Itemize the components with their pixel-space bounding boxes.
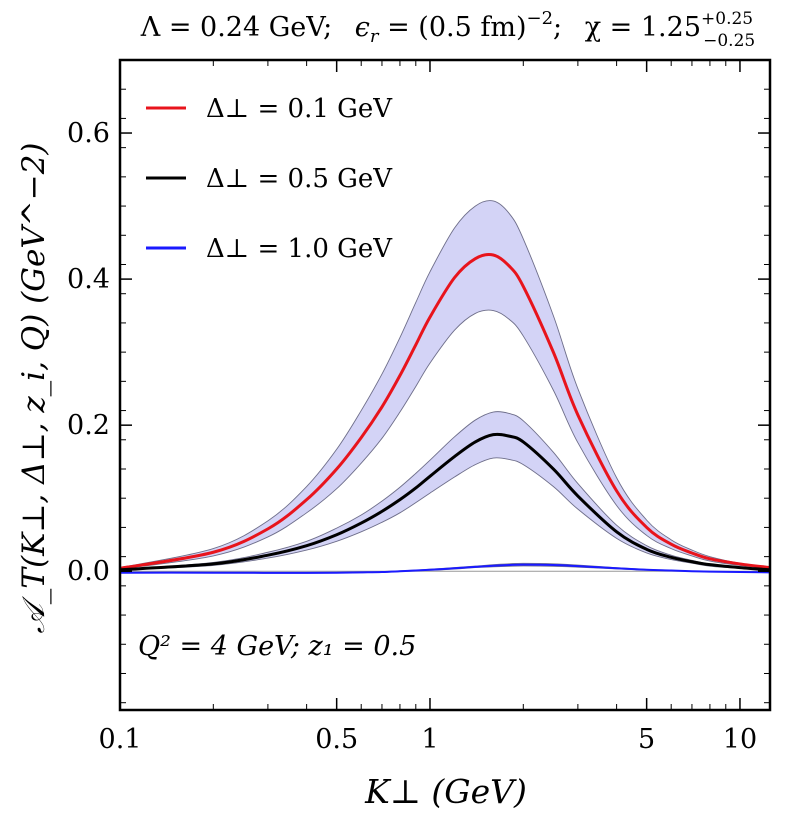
y-tick-label: 0.2: [67, 410, 110, 441]
title-epsilon-rhs: = (0.5 fm): [379, 12, 527, 43]
series-line-2: [119, 432, 771, 572]
y-tick-label: 0.4: [67, 264, 110, 295]
legend-label-3: Δ⊥ = 1.0 GeV: [206, 234, 393, 264]
legend-label-2: Δ⊥ = 0.5 GeV: [206, 164, 393, 194]
series-line-1: [119, 253, 771, 570]
title-chi-sub: −0.25: [703, 31, 755, 51]
band-lower-edge-1: [119, 309, 771, 570]
legend: Δ⊥ = 0.1 GeV Δ⊥ = 0.5 GeV Δ⊥ = 1.0 GeV: [146, 94, 393, 264]
tick-labels: 0.1 0.5 1 5 10 0.0 0.2 0.4 0.6: [67, 118, 757, 755]
x-tick-label: 0.1: [99, 724, 142, 755]
title-epsilon-sub: r: [370, 26, 380, 47]
title-epsilon: ϵ: [355, 12, 370, 43]
band-upper-edge-1: [119, 200, 771, 569]
x-tick-label: 10: [723, 724, 757, 755]
title-chi-sup: +0.25: [701, 9, 753, 29]
title-epsilon-sup: −2: [526, 8, 553, 29]
y-tick-label: 0.0: [67, 556, 110, 587]
annotation: Q² = 4 GeV; z₁ = 0.5: [138, 631, 416, 662]
title-lambda: Λ = 0.24 GeV;: [140, 12, 332, 43]
title-epsilon-end: ;: [553, 12, 562, 43]
x-tick-label: 5: [638, 724, 655, 755]
legend-label-1: Δ⊥ = 0.1 GeV: [206, 94, 393, 124]
y-tick-label: 0.6: [67, 118, 110, 149]
band-lower-edge-2: [119, 457, 771, 571]
series-line-3: [119, 563, 771, 574]
chart-title: Λ = 0.24 GeV; ϵr = (0.5 fm)−2; χ = 1.25+…: [140, 8, 755, 51]
band-upper-edge-2: [119, 411, 771, 570]
x-tick-label: 0.5: [315, 724, 358, 755]
band-2: [120, 411, 770, 571]
plot-area: 0.1 0.5 1 5 10 0.0 0.2 0.4 0.6: [67, 58, 772, 755]
x-axis-label: K⊥ (GeV): [364, 772, 527, 811]
y-axis-label: 𝒜_T(K⊥, Δ⊥, z_i, Q) (GeV^−2): [16, 142, 52, 633]
title-chi: χ = 1.25: [585, 12, 701, 43]
plot-frame: [118, 58, 772, 712]
axis-ticks: [119, 60, 770, 710]
series-lines: [119, 253, 771, 574]
x-tick-label: 1: [421, 724, 438, 755]
